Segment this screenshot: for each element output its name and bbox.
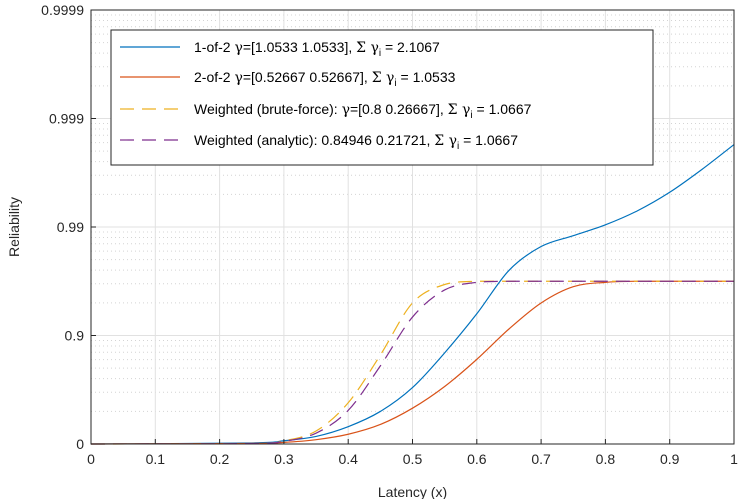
y-axis-ticks: 0 0.9 0.99 0.999 0.9999 — [41, 2, 96, 452]
x-tick-label: 0 — [87, 451, 95, 467]
x-tick-label: 0.9 — [660, 451, 680, 467]
legend-entry: Weighted (analytic): 0.84946 0.21721, Σ … — [194, 132, 518, 152]
legend-entry: 1-of-2 γ=[1.0533 1.0533], Σ γi = 2.1067 — [194, 39, 440, 59]
x-tick-label: 0.4 — [338, 451, 358, 467]
y-tick-label: 0 — [76, 436, 84, 452]
x-tick-label: 0.3 — [274, 451, 294, 467]
series-line-weighted-analytic — [90, 280, 734, 445]
x-tick-label: 0.8 — [596, 451, 616, 467]
x-tick-label: 0.1 — [146, 451, 166, 467]
x-axis-ticks: 0 0.1 0.2 0.3 0.4 0.5 0.6 0.7 0.8 0.9 1 — [87, 439, 738, 467]
x-tick-label: 1 — [730, 451, 738, 467]
legend-entry: 2-of-2 γ=[0.52667 0.52667], Σ γi = 1.053… — [194, 69, 456, 89]
y-tick-label: 0.9999 — [41, 2, 84, 18]
legend-entry: Weighted (brute-force): γ=[0.8 0.26667],… — [194, 101, 532, 121]
y-tick-label: 0.9 — [65, 328, 85, 344]
x-tick-label: 0.5 — [403, 451, 423, 467]
legend-box — [110, 29, 654, 166]
x-tick-label: 0.7 — [531, 451, 551, 467]
x-tick-label: 0.6 — [467, 451, 487, 467]
series-layer — [90, 144, 735, 445]
y-tick-label: 0.999 — [49, 111, 84, 127]
legend: 1-of-2 γ=[1.0533 1.0533], Σ γi = 2.1067 2… — [110, 29, 654, 166]
y-tick-label: 0.99 — [57, 219, 84, 235]
x-tick-label: 0.2 — [210, 451, 230, 467]
y-axis-label: Reliability — [6, 197, 22, 257]
x-axis-label: Latency (x) — [378, 484, 447, 499]
